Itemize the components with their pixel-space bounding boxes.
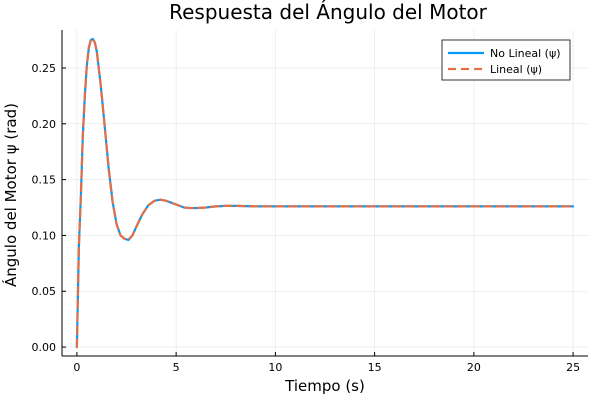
y-tick-label-4: 0.20: [32, 118, 57, 131]
x-tick-label-0: 0: [73, 361, 80, 374]
x-tick-label-2: 10: [268, 361, 282, 374]
y-axis-label: Ángulo del Motor ψ (rad): [1, 103, 20, 287]
legend-box: [441, 39, 571, 81]
x-axis-label: Tiempo (s): [284, 377, 365, 395]
series-group: [75, 37, 575, 349]
x-tick-label-5: 25: [566, 361, 580, 374]
series-line-no-lineal: [75, 37, 575, 349]
x-tick-label-4: 20: [467, 361, 481, 374]
legend-label-lineal: Lineal (ψ): [490, 63, 542, 76]
y-tick-label-2: 0.10: [32, 229, 57, 242]
y-tick-label-0: 0.00: [32, 341, 57, 354]
y-tick-label-5: 0.25: [32, 62, 57, 75]
y-tick-label-1: 0.05: [32, 285, 57, 298]
chart-title: Respuesta del Ángulo del Motor: [169, 0, 488, 24]
tick-labels: 0 5 10 15 20 25 0.00 0.05 0.10 0.15 0.20 0.25: [32, 62, 581, 374]
x-tick-label-1: 5: [173, 361, 180, 374]
axes: [61, 30, 588, 357]
y-tick-label-3: 0.15: [32, 174, 57, 187]
legend: No Lineal (ψ) Lineal (ψ): [441, 39, 571, 81]
x-tick-label-3: 15: [368, 361, 382, 374]
grid: [62, 30, 588, 356]
series-line-lineal: [75, 37, 575, 349]
legend-label-no-lineal: No Lineal (ψ): [490, 47, 561, 60]
